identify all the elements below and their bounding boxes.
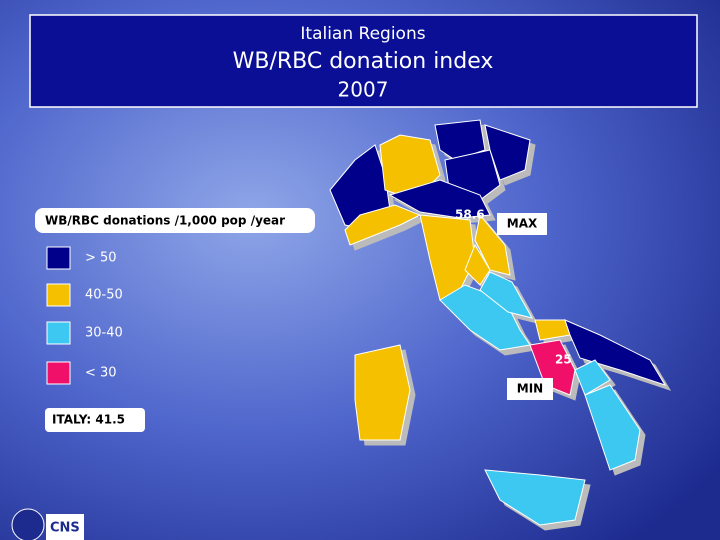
min-value: 25 <box>555 353 572 367</box>
legend-label: > 50 <box>85 251 117 266</box>
legend-swatch <box>46 246 71 270</box>
region <box>564 319 667 386</box>
legend-title: WB/RBC donations /1,000 pop /year <box>45 214 285 228</box>
region <box>344 204 422 246</box>
title-box <box>29 14 698 108</box>
title: WB/RBC donation index <box>233 49 494 74</box>
legend: > 50 40-50 30-40 < 30 <box>46 246 123 385</box>
map <box>329 119 667 526</box>
footer: CNS <box>50 521 80 536</box>
region <box>464 243 491 286</box>
national-value: ITALY: 41.5 <box>52 413 125 427</box>
legend-label: 40-50 <box>85 288 123 303</box>
title-line: Italian Regions <box>300 24 425 44</box>
legend-swatch <box>46 361 71 385</box>
footer-box <box>46 514 84 540</box>
max-value: 58.6 <box>455 208 485 222</box>
region <box>574 359 611 396</box>
max-label: MAX <box>507 217 538 231</box>
region <box>474 213 511 276</box>
national-box <box>45 408 145 432</box>
legend-swatch <box>46 283 71 307</box>
region <box>484 124 531 181</box>
region <box>584 384 641 471</box>
legend-label: 30-40 <box>85 326 123 341</box>
min-label: MIN <box>517 382 543 396</box>
max-box <box>497 213 547 235</box>
legend-label: < 30 <box>85 366 117 381</box>
region <box>354 344 411 441</box>
legend-title-box <box>35 208 315 233</box>
legend-swatch <box>46 321 71 345</box>
region <box>379 134 441 201</box>
region <box>439 284 531 351</box>
region <box>479 271 533 319</box>
region <box>388 179 491 219</box>
logo <box>11 508 45 540</box>
year: 2007 <box>338 78 389 102</box>
region <box>484 469 586 526</box>
min-box <box>507 378 553 400</box>
